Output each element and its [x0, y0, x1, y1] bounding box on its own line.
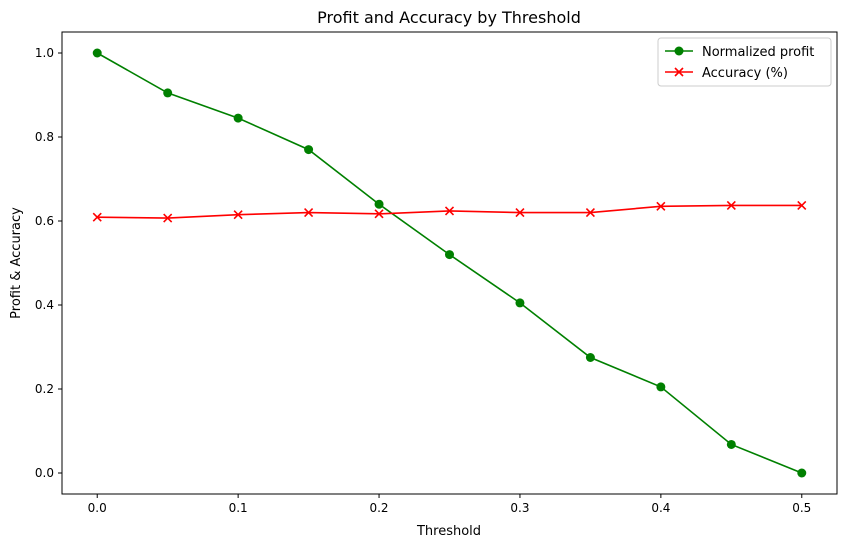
- data-point-normalized-profit: [233, 113, 243, 123]
- y-tick-label: 1.0: [35, 46, 54, 60]
- y-tick-label: 0.6: [35, 214, 54, 228]
- legend-marker-normalized-profit: [674, 46, 684, 56]
- data-point-normalized-profit: [656, 382, 666, 392]
- data-point-accuracy: [374, 209, 384, 219]
- data-point-accuracy: [304, 208, 314, 218]
- legend-marker-accuracy: [674, 67, 684, 77]
- data-point-accuracy: [656, 201, 666, 211]
- legend: Normalized profit Accuracy (%): [657, 37, 832, 87]
- y-tick-label: 0.0: [35, 466, 54, 480]
- legend-label-accuracy: Accuracy (%): [702, 66, 788, 81]
- x-axis-label: Threshold: [416, 524, 481, 539]
- y-tick-label: 0.4: [35, 298, 54, 312]
- data-point-normalized-profit: [726, 439, 736, 449]
- data-point-normalized-profit: [374, 199, 384, 209]
- data-point-accuracy: [515, 208, 525, 218]
- data-point-normalized-profit: [92, 48, 102, 58]
- legend-box: [657, 37, 832, 87]
- series-layer: [92, 48, 807, 478]
- data-point-normalized-profit: [304, 145, 314, 155]
- y-axis-ticks: 0.0 0.2 0.4 0.6 0.8 1.0: [35, 46, 62, 480]
- data-point-normalized-profit: [445, 250, 454, 260]
- x-tick-label: 0.2: [369, 501, 388, 515]
- data-point-accuracy: [163, 213, 173, 223]
- x-tick-label: 0.4: [651, 501, 670, 515]
- data-point-accuracy: [233, 210, 243, 220]
- data-point-normalized-profit: [797, 468, 807, 478]
- x-axis-ticks: 0.0 0.1 0.2 0.3 0.4 0.5: [88, 494, 811, 515]
- x-tick-label: 0.3: [510, 501, 529, 515]
- data-point-accuracy: [92, 212, 102, 222]
- y-axis-label: Profit & Accuracy: [9, 207, 24, 319]
- data-point-accuracy: [726, 200, 736, 211]
- legend-label-normalized-profit: Normalized profit: [702, 45, 814, 60]
- x-tick-label: 0.5: [792, 501, 811, 515]
- data-point-accuracy: [797, 200, 807, 211]
- x-tick-label: 0.1: [229, 501, 248, 515]
- chart-title: Profit and Accuracy by Threshold: [317, 8, 581, 27]
- data-point-normalized-profit: [585, 353, 595, 362]
- data-point-normalized-profit: [515, 298, 525, 308]
- plot-frame: [61, 31, 838, 495]
- x-tick-label: 0.0: [88, 501, 107, 515]
- y-tick-label: 0.2: [35, 382, 54, 396]
- plot-area: [62, 32, 837, 494]
- y-tick-label: 0.8: [35, 130, 54, 144]
- data-point-accuracy: [585, 208, 595, 218]
- data-point-normalized-profit: [163, 88, 173, 98]
- data-point-accuracy: [444, 206, 455, 216]
